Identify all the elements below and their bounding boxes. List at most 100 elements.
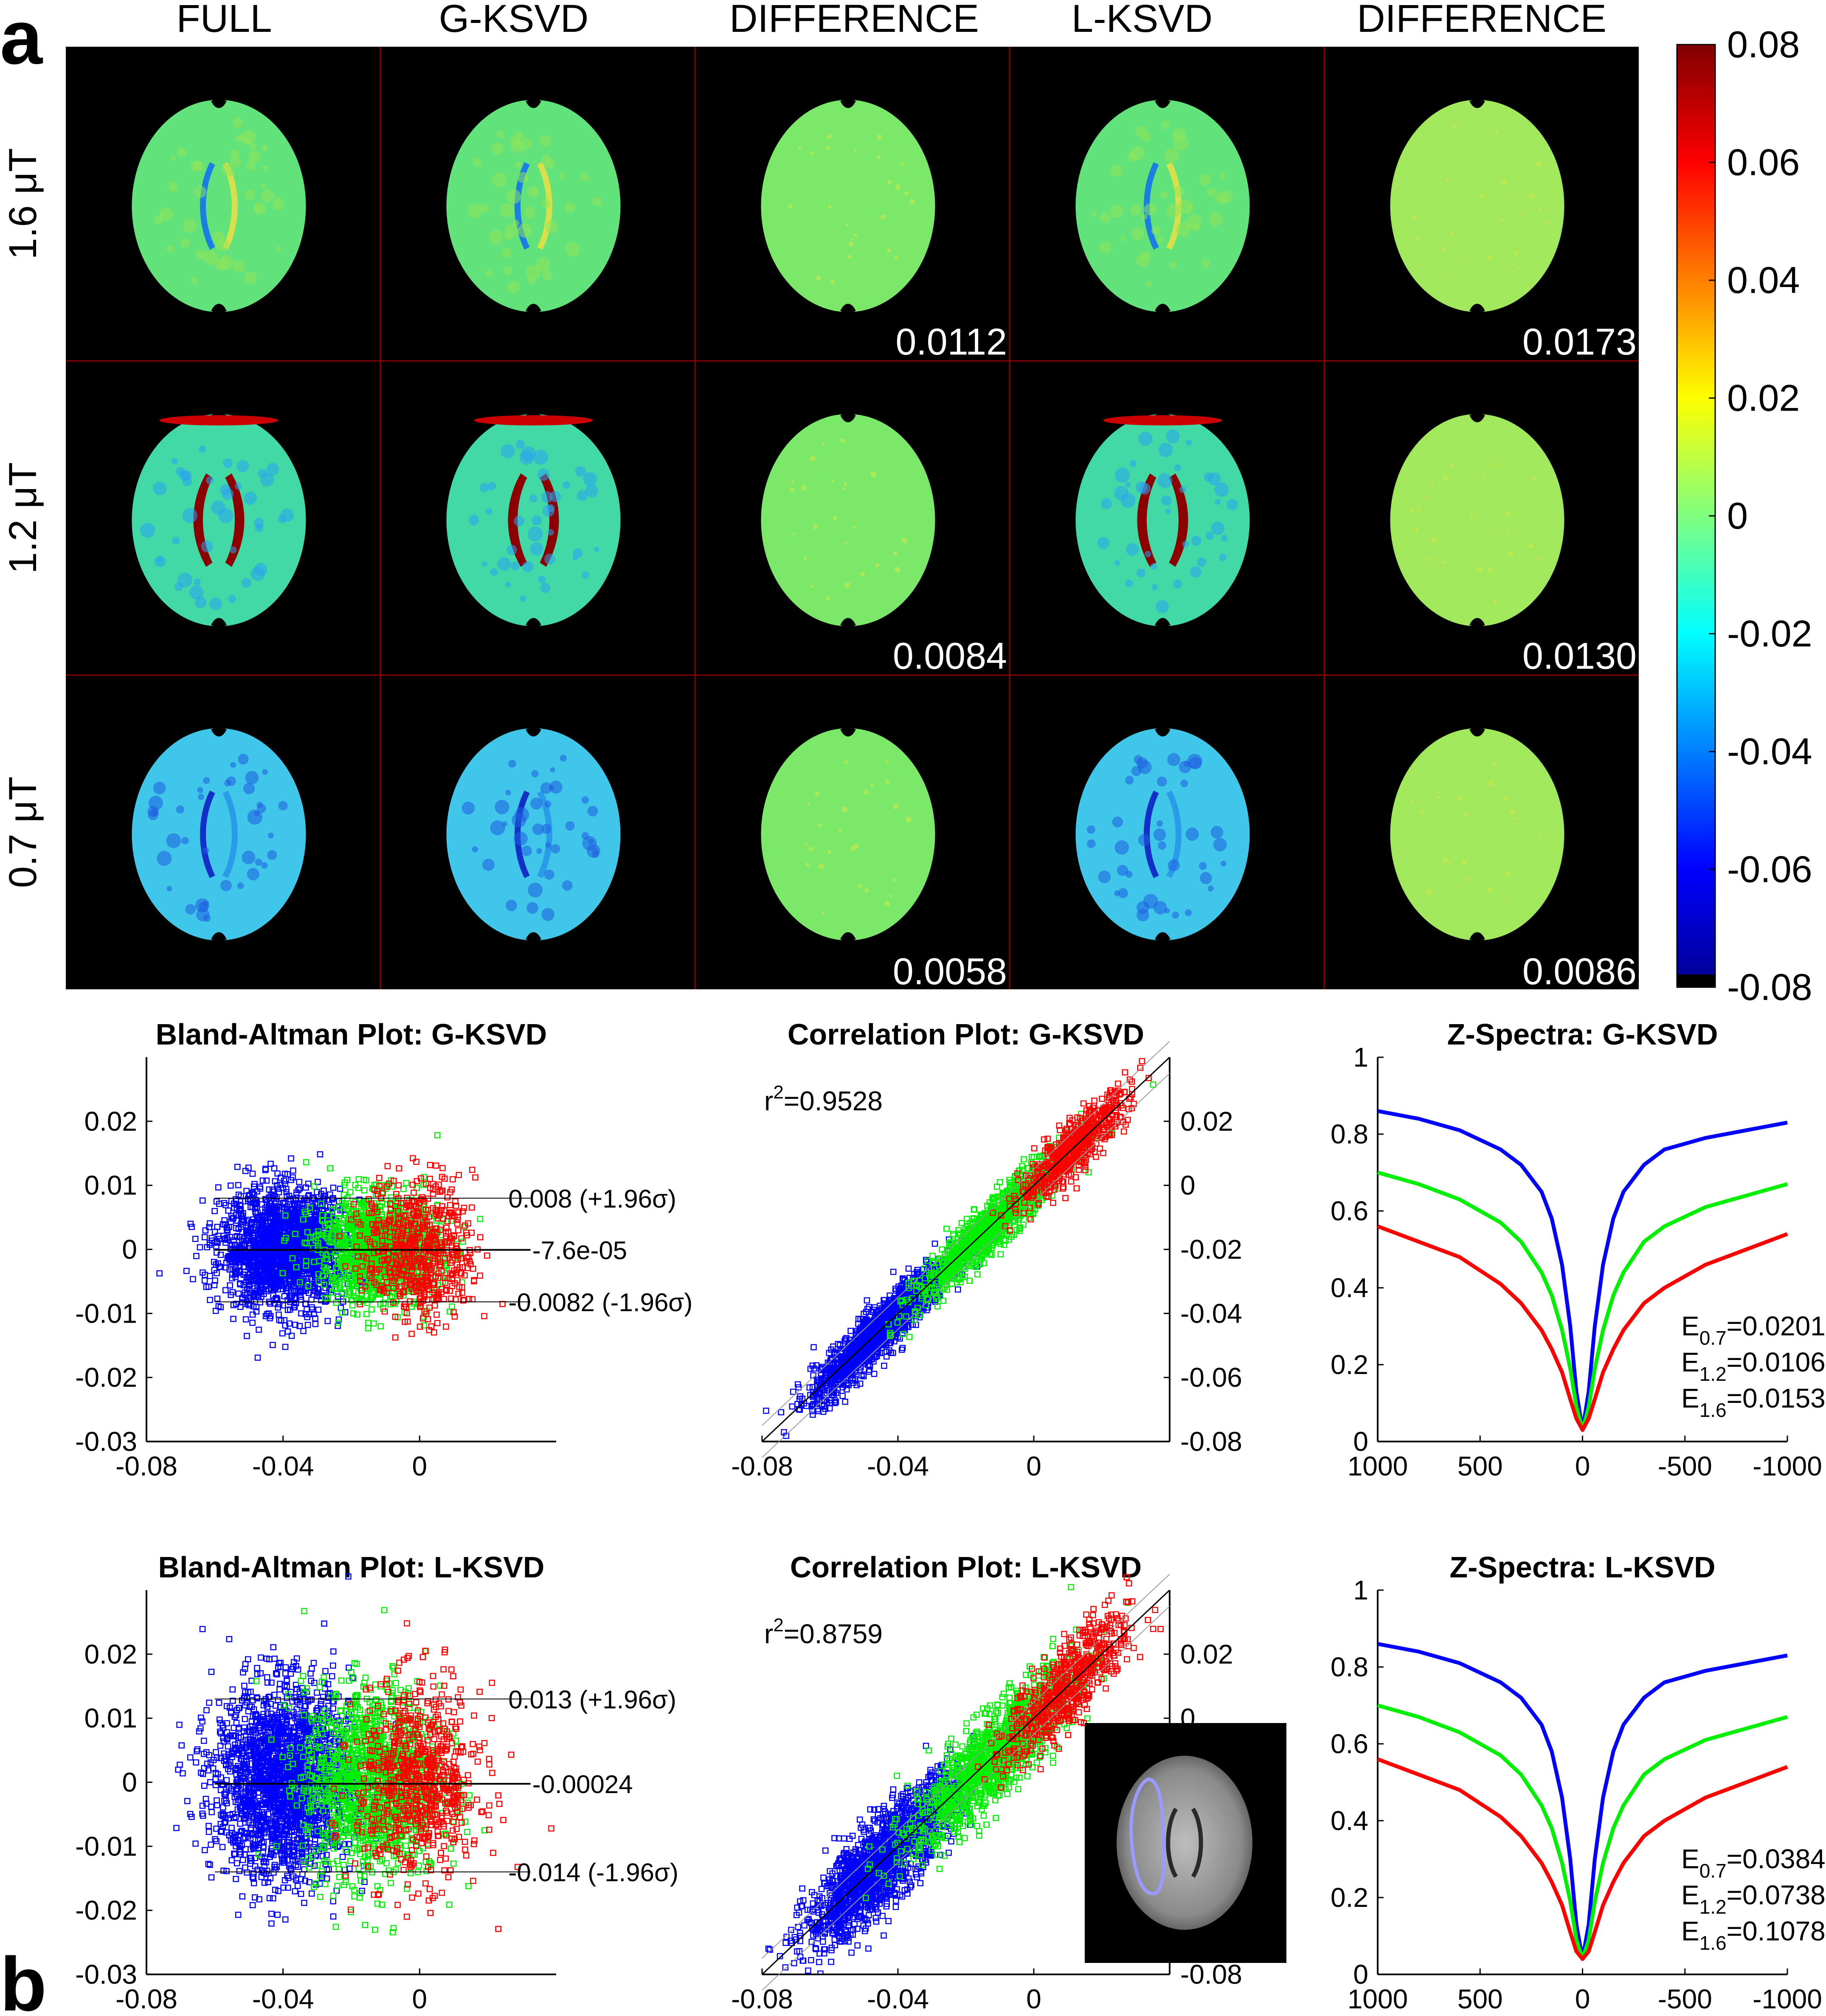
texture-speck xyxy=(492,172,506,187)
scatter-point xyxy=(378,1324,383,1329)
texture-speck xyxy=(877,155,881,159)
texture-speck xyxy=(194,579,200,586)
texture-speck xyxy=(255,859,262,866)
texture-speck xyxy=(1114,560,1120,566)
texture-speck xyxy=(508,760,516,768)
texture-speck xyxy=(1208,886,1214,892)
texture-speck xyxy=(1528,544,1533,549)
scatter-point xyxy=(328,1166,333,1171)
brain-notch-top xyxy=(214,728,224,734)
texture-speck xyxy=(565,202,575,213)
texture-speck xyxy=(1144,203,1156,215)
scatter-point xyxy=(369,1307,374,1312)
brain-notch-bottom xyxy=(1158,935,1168,941)
scatter-point xyxy=(226,1208,231,1213)
scatter-point xyxy=(325,1318,330,1323)
scatter-point xyxy=(235,1164,240,1169)
texture-speck xyxy=(473,158,481,166)
texture-speck xyxy=(1154,828,1166,841)
texture-speck xyxy=(266,463,279,476)
texture-speck xyxy=(885,760,888,763)
texture-speck xyxy=(1410,508,1415,513)
texture-speck xyxy=(845,223,848,226)
texture-speck xyxy=(1157,237,1163,242)
texture-speck xyxy=(219,508,234,523)
texture-speck xyxy=(530,542,543,555)
texture-speck xyxy=(562,880,573,891)
x-tick-label: -0.04 xyxy=(252,1451,314,1481)
brain-slice xyxy=(761,100,935,312)
brain-notch-top xyxy=(1472,100,1483,105)
texture-speck xyxy=(250,566,265,581)
texture-speck xyxy=(1179,486,1186,493)
texture-speck xyxy=(1173,580,1182,588)
texture-speck xyxy=(1166,429,1179,443)
texture-speck xyxy=(855,519,858,522)
texture-speck xyxy=(506,189,521,204)
texture-speck xyxy=(1125,482,1131,487)
texture-speck xyxy=(497,557,511,571)
texture-speck xyxy=(1137,569,1145,577)
texture-speck xyxy=(588,806,598,817)
texture-speck xyxy=(1132,228,1144,240)
texture-speck xyxy=(176,805,184,814)
texture-speck xyxy=(565,242,580,256)
texture-speck xyxy=(1493,600,1497,604)
texture-speck xyxy=(236,460,249,472)
texture-speck xyxy=(1156,600,1169,613)
texture-speck xyxy=(1215,499,1221,505)
reference-line-label: -0.0082 (-1.96σ) xyxy=(508,1288,692,1317)
texture-speck xyxy=(230,149,239,158)
scatter-point xyxy=(243,1317,248,1322)
texture-speck xyxy=(231,157,241,168)
texture-speck xyxy=(1097,537,1109,549)
scatter-point xyxy=(435,1321,440,1326)
texture-speck xyxy=(1160,191,1168,199)
texture-speck xyxy=(581,796,589,804)
texture-speck xyxy=(521,846,532,856)
texture-speck xyxy=(813,524,818,529)
texture-speck xyxy=(480,483,489,492)
scatter-point xyxy=(313,1321,318,1326)
scatter-point xyxy=(461,1205,467,1211)
texture-speck xyxy=(262,769,268,775)
scatter-point xyxy=(482,1314,487,1319)
texture-speck xyxy=(828,134,831,138)
brain-slice xyxy=(1390,100,1564,312)
texture-speck xyxy=(1442,858,1448,863)
texture-speck xyxy=(214,258,228,271)
texture-speck xyxy=(1169,261,1177,269)
texture-speck xyxy=(1510,808,1516,814)
texture-speck xyxy=(1413,215,1418,220)
scatter-point xyxy=(443,1324,448,1329)
texture-speck xyxy=(1493,763,1497,766)
texture-speck xyxy=(183,219,196,232)
brain-notch-bottom xyxy=(214,935,224,941)
texture-speck xyxy=(528,276,536,284)
texture-speck xyxy=(577,490,588,501)
texture-speck xyxy=(563,481,570,489)
texture-speck xyxy=(1454,845,1457,848)
texture-speck xyxy=(203,848,209,854)
column-header-l-ksvd: L-KSVD xyxy=(1072,0,1213,40)
texture-speck xyxy=(540,583,551,593)
scatter-point xyxy=(283,1344,288,1349)
texture-speck xyxy=(242,851,255,864)
texture-speck xyxy=(516,440,525,449)
texture-speck xyxy=(592,851,599,858)
texture-speck xyxy=(854,843,859,848)
brain-notch-bottom xyxy=(1472,621,1483,627)
texture-speck xyxy=(261,189,274,202)
brain-notch-bottom xyxy=(214,307,224,313)
texture-speck xyxy=(233,261,245,273)
texture-speck xyxy=(1130,460,1137,467)
texture-speck xyxy=(258,469,267,478)
texture-speck xyxy=(230,546,237,554)
texture-speck xyxy=(1091,211,1097,217)
texture-speck xyxy=(1174,186,1185,197)
texture-speck xyxy=(582,832,589,839)
scatter-point xyxy=(409,1331,414,1336)
scatter-point xyxy=(397,1166,402,1171)
texture-speck xyxy=(822,912,824,915)
texture-speck xyxy=(488,482,496,490)
